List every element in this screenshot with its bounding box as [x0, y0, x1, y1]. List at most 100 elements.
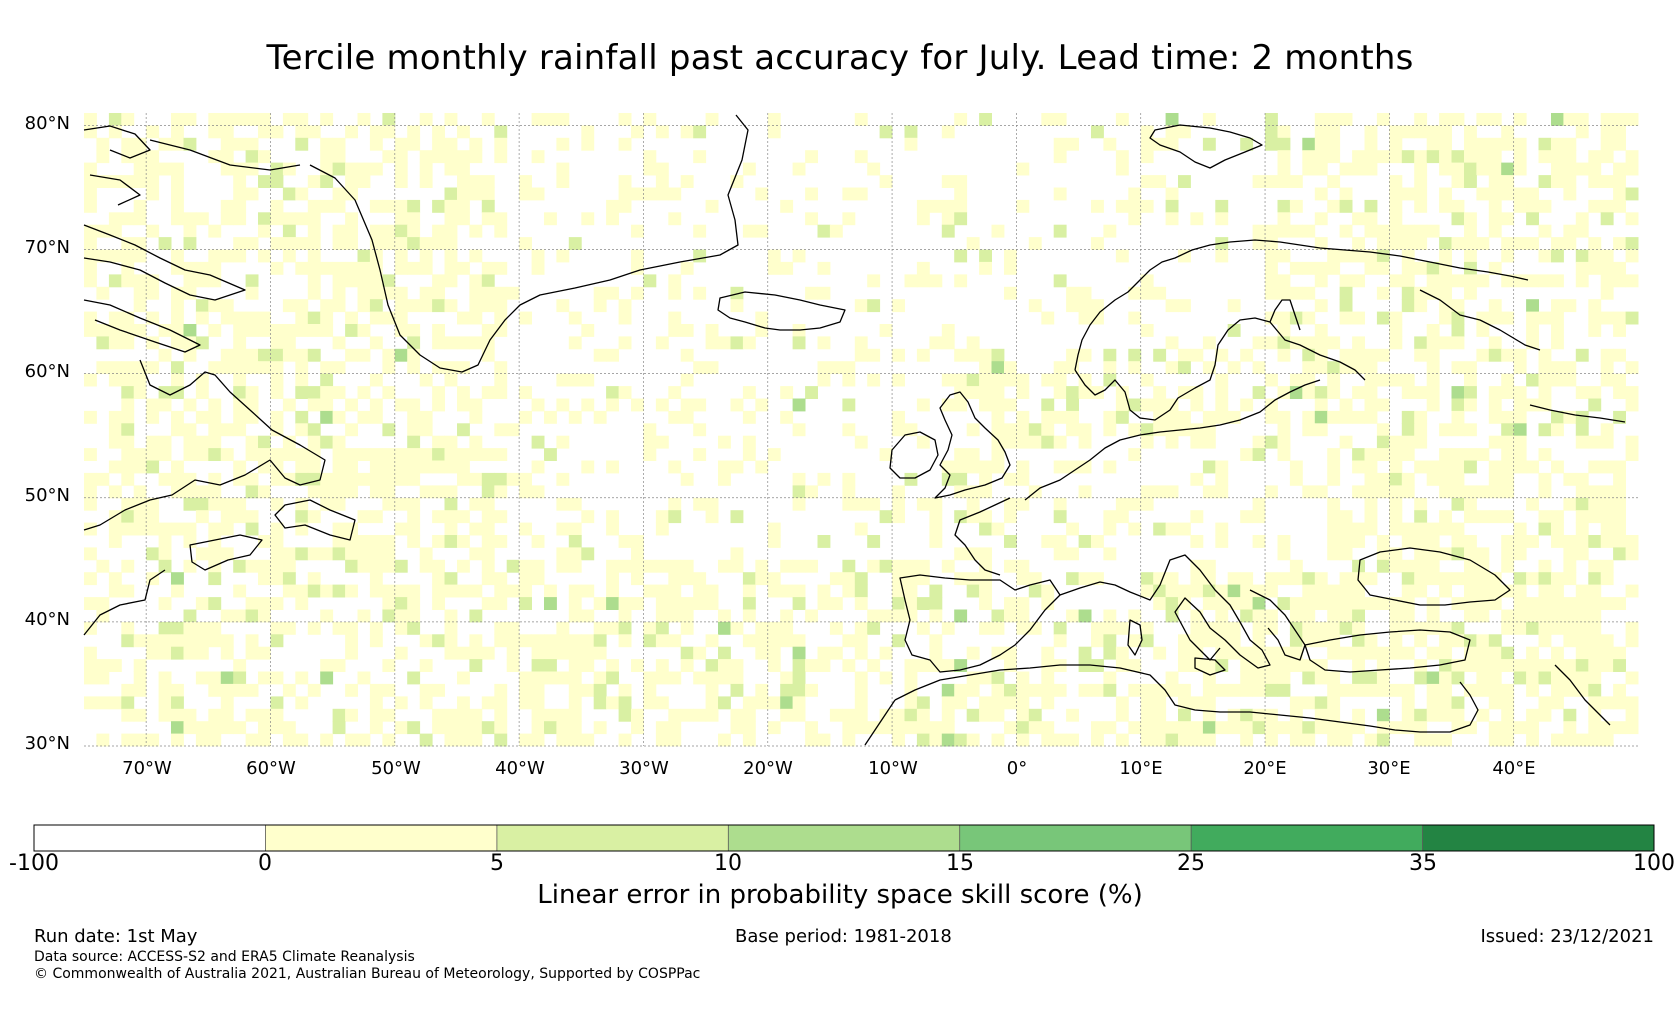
- skill-cell: [295, 261, 309, 275]
- skill-cell: [1004, 261, 1017, 275]
- skill-cell: [568, 497, 582, 511]
- skill-cell: [1551, 237, 1564, 250]
- skill-cell: [146, 435, 160, 449]
- skill-cell: [282, 398, 296, 412]
- skill-cell: [171, 423, 184, 437]
- skill-cell: [171, 199, 184, 213]
- skill-cell: [432, 398, 445, 412]
- skill-cell: [121, 448, 135, 461]
- skill-cell: [1451, 535, 1465, 548]
- skill-cell: [1414, 522, 1428, 536]
- skill-cell: [1004, 423, 1017, 437]
- skill-cell: [1600, 175, 1614, 188]
- skill-cell: [1265, 249, 1278, 263]
- skill-cell: [1128, 448, 1142, 461]
- skill-cell: [220, 361, 234, 375]
- skill-cell: [1240, 348, 1254, 362]
- skill-cell: [1426, 125, 1440, 139]
- skill-cell: [581, 398, 595, 412]
- skill-cell: [655, 522, 669, 536]
- skill-cell: [208, 299, 222, 313]
- skill-cell: [419, 448, 433, 461]
- skill-cell: [1252, 361, 1266, 375]
- skill-cell: [1103, 137, 1117, 151]
- skill-cell: [531, 398, 545, 412]
- skill-cell: [1488, 212, 1502, 226]
- skill-cell: [854, 299, 868, 313]
- skill-cell: [1451, 324, 1465, 337]
- skill-cell: [1588, 249, 1602, 263]
- skill-cell: [1016, 373, 1030, 387]
- skill-cell: [1314, 113, 1328, 126]
- skill-cell: [258, 212, 271, 226]
- skill-cell: [929, 199, 943, 213]
- skill-cell: [457, 162, 470, 176]
- skill-cell: [1464, 398, 1477, 412]
- skill-cell: [394, 311, 408, 325]
- skill-cell: [1600, 125, 1614, 139]
- skill-cell: [208, 274, 222, 288]
- skill-cell: [1302, 485, 1316, 499]
- skill-cell: [432, 324, 445, 337]
- skill-cell: [581, 137, 595, 151]
- skill-cell: [1339, 435, 1353, 449]
- skill-cell: [755, 559, 769, 573]
- skill-cell: [1439, 113, 1452, 126]
- skill-cell: [307, 386, 321, 399]
- skill-cell: [444, 162, 458, 176]
- skill-cell: [742, 224, 756, 238]
- skill-cell: [1202, 559, 1216, 573]
- skill-cell: [1600, 485, 1614, 499]
- skill-cell: [1538, 510, 1552, 524]
- skill-cell: [1513, 162, 1527, 176]
- skill-cell: [991, 522, 1005, 536]
- skill-cell: [817, 472, 831, 486]
- skill-cell: [369, 224, 383, 238]
- skill-cell: [581, 373, 595, 387]
- skill-cell: [867, 299, 881, 313]
- skill-cell: [1575, 274, 1589, 288]
- skill-cell: [693, 125, 707, 139]
- skill-cell: [680, 398, 694, 412]
- skill-cell: [382, 423, 396, 437]
- skill-cell: [233, 113, 247, 126]
- skill-cell: [1625, 274, 1639, 288]
- skill-cell: [183, 286, 197, 300]
- skill-cell: [1501, 274, 1515, 288]
- skill-cell: [506, 472, 520, 486]
- skill-cell: [146, 162, 160, 176]
- skill-cell: [1240, 398, 1254, 412]
- skill-cell: [1041, 398, 1055, 412]
- skill-cell: [245, 187, 259, 201]
- skill-cell: [394, 348, 408, 362]
- skill-cell: [1352, 311, 1365, 325]
- skill-cell: [1538, 448, 1552, 461]
- skill-cell: [1314, 237, 1328, 250]
- skill-cell: [581, 212, 595, 226]
- skill-cell: [556, 497, 570, 511]
- skill-cell: [1401, 274, 1415, 288]
- skill-cell: [966, 448, 980, 461]
- skill-cell: [1190, 212, 1204, 226]
- skill-cell: [1078, 348, 1092, 362]
- skill-cell: [108, 336, 122, 350]
- skill-cell: [991, 361, 1005, 375]
- skill-cell: [631, 398, 644, 412]
- skill-cell: [1563, 547, 1577, 561]
- skill-cell: [407, 398, 421, 412]
- skill-cell: [1551, 336, 1564, 350]
- skill-cell: [1513, 113, 1527, 126]
- skill-cell: [792, 423, 806, 437]
- skill-cell: [133, 460, 147, 474]
- skill-cell: [954, 460, 968, 474]
- skill-cell: [1588, 162, 1602, 176]
- skill-cell: [916, 199, 930, 213]
- skill-cell: [245, 137, 259, 151]
- skill-cell: [382, 237, 396, 250]
- skill-cell: [1613, 485, 1626, 499]
- skill-cell: [295, 547, 309, 561]
- skill-cell: [1613, 324, 1626, 337]
- skill-cell: [1277, 137, 1291, 151]
- skill-cell: [780, 261, 794, 275]
- skill-cell: [233, 237, 247, 250]
